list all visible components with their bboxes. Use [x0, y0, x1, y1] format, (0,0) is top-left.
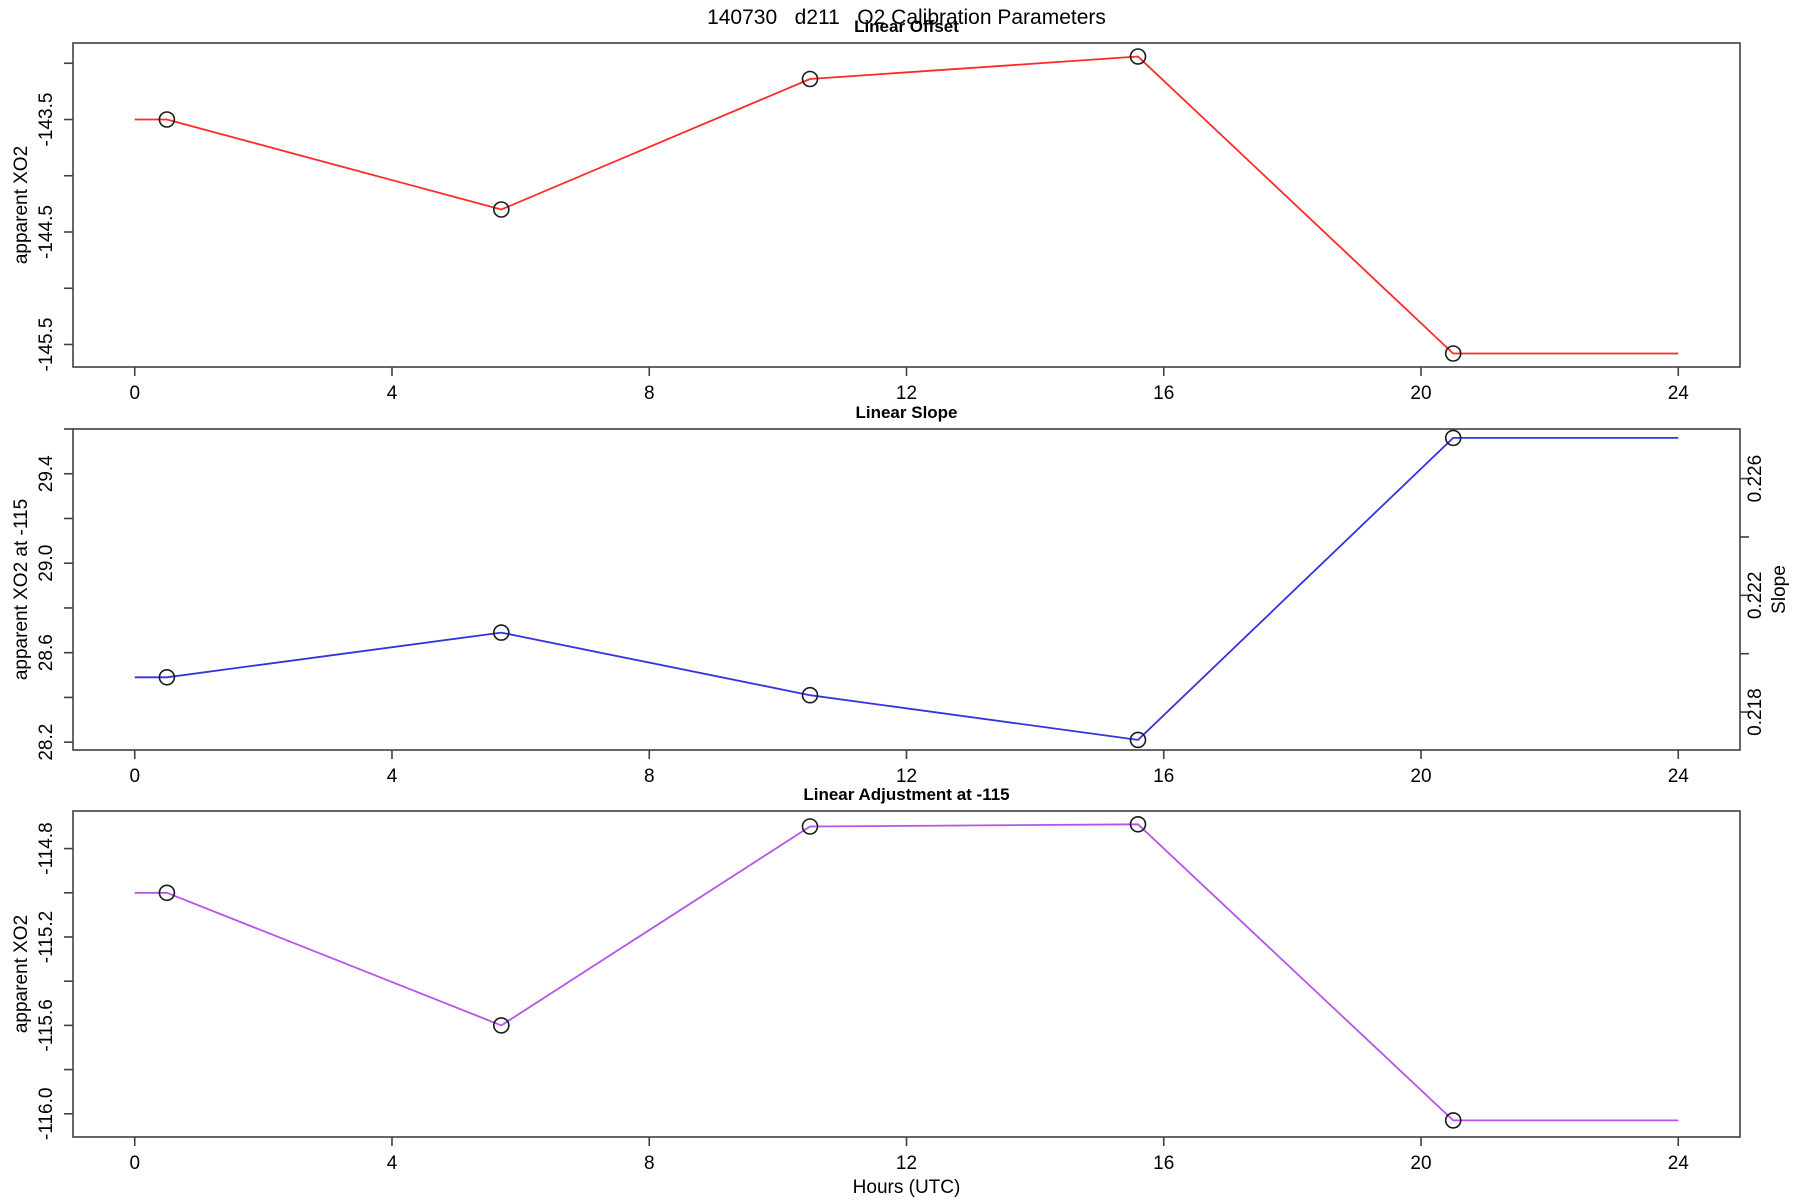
data-point — [158, 111, 176, 128]
x-tick-label: 0 — [129, 766, 140, 787]
right-axis-title: Slope — [1769, 565, 1790, 614]
y-tick-label: 29.0 — [36, 545, 57, 582]
y-axis-title: apparent XO2 — [11, 915, 32, 1033]
x-tick-label: 4 — [387, 383, 398, 404]
data-point — [1129, 48, 1147, 65]
x-tick-label: 12 — [896, 1153, 917, 1174]
y-tick-label: -143.5 — [36, 93, 57, 147]
x-tick-label: 16 — [1153, 383, 1174, 404]
y-axis-title: apparent XO2 — [11, 146, 32, 264]
data-point — [1129, 731, 1147, 749]
series-line — [134, 55, 1679, 355]
series-line — [134, 823, 1679, 1122]
right-tick-label: 0.226 — [1745, 455, 1766, 503]
y-tick-label: -116.0 — [36, 1088, 57, 1140]
x-tick-label: 12 — [896, 766, 917, 787]
y-tick-label: -144.5 — [36, 205, 57, 259]
x-tick-label: 16 — [1153, 766, 1174, 787]
data-point — [492, 1017, 510, 1034]
plot-frame — [72, 428, 1741, 751]
x-tick-label: 4 — [387, 1153, 398, 1174]
x-tick-label: 24 — [1668, 383, 1690, 404]
x-tick-label: 24 — [1668, 766, 1690, 787]
panel-title: Linear Offset — [854, 17, 959, 36]
x-tick-label: 8 — [644, 766, 655, 787]
y-tick-label: -115.6 — [36, 999, 57, 1051]
x-axis-title: Hours (UTC) — [853, 1177, 961, 1198]
x-tick-label: 0 — [129, 1153, 140, 1174]
x-tick-label: 20 — [1410, 766, 1431, 787]
data-point — [1129, 815, 1147, 833]
chart-title: 140730 d211 O2 Calibration Parameters — [707, 6, 1106, 29]
y-axis-title: apparent XO2 at -115 — [11, 499, 32, 680]
data-point — [1444, 345, 1462, 362]
panel-linear-slope: Linear Slope 0 4 8 12 16 20 24 28.2 28.6 29.0 29.4a… — [11, 403, 1790, 787]
plot-frame — [72, 42, 1741, 368]
x-tick-label: 20 — [1410, 383, 1431, 404]
data-point — [1444, 1112, 1462, 1129]
y-tick-label: 28.6 — [36, 634, 57, 671]
data-point — [1444, 429, 1462, 447]
panel-linear-adjustment-at-115: Linear Adjustment at -115 0 4 8 12 16 20 24 -114… — [11, 785, 1741, 1174]
x-tick-label: 12 — [896, 383, 917, 404]
data-point — [492, 201, 510, 218]
y-tick-label: 29.4 — [36, 455, 57, 492]
panel-title: Linear Slope — [855, 403, 957, 422]
panel-title: Linear Adjustment at -115 — [803, 785, 1009, 804]
x-tick-label: 16 — [1153, 1153, 1174, 1174]
right-tick-label: 0.218 — [1745, 688, 1766, 736]
data-point — [801, 686, 819, 704]
series-line — [134, 437, 1679, 741]
x-tick-label: 8 — [644, 383, 655, 404]
data-point — [158, 884, 176, 902]
data-point — [801, 70, 819, 88]
y-tick-label: 28.2 — [36, 724, 57, 761]
x-tick-label: 0 — [129, 383, 140, 404]
data-point — [158, 668, 176, 686]
right-tick-label: 0.222 — [1745, 572, 1766, 620]
x-tick-label: 8 — [644, 1153, 655, 1174]
data-point — [801, 818, 819, 835]
y-tick-label: -114.8 — [36, 822, 57, 874]
plot-frame — [72, 810, 1741, 1138]
x-tick-label: 20 — [1410, 1153, 1431, 1174]
panel-linear-offset: Linear Offset 0 4 8 12 16 20 24 -143.5 -144.5 -145… — [11, 17, 1741, 404]
x-tick-label: 24 — [1668, 1153, 1690, 1174]
data-point — [492, 624, 510, 641]
y-tick-label: -145.5 — [36, 318, 57, 372]
y-tick-label: -115.2 — [36, 911, 57, 963]
x-tick-label: 4 — [387, 766, 398, 787]
